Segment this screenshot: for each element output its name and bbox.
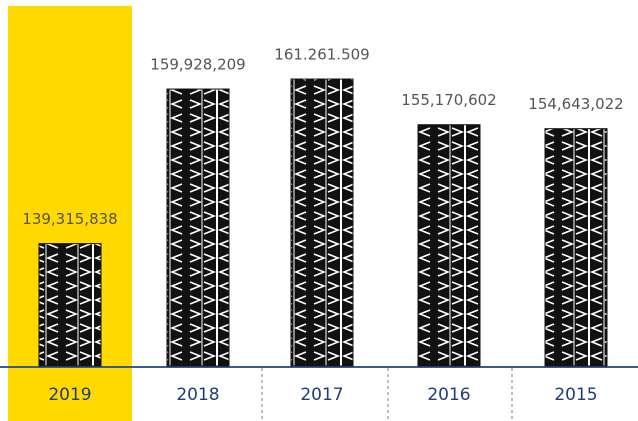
value-label: 155,170,602 xyxy=(401,91,496,109)
x-tick-label: 2016 xyxy=(427,385,470,405)
bar xyxy=(290,78,354,367)
x-tick-label: 2015 xyxy=(554,385,597,405)
bar xyxy=(417,124,481,367)
bar xyxy=(166,88,230,367)
value-label: 139,315,838 xyxy=(22,210,117,228)
bar xyxy=(544,128,608,367)
value-label: 154,643,022 xyxy=(528,95,623,113)
bar xyxy=(38,243,102,367)
value-label: 159,928,209 xyxy=(150,56,245,74)
value-label: 161.261.509 xyxy=(274,46,369,64)
x-tick-label: 2019 xyxy=(48,385,91,405)
x-tick-label: 2017 xyxy=(300,385,343,405)
x-tick-label: 2018 xyxy=(176,385,219,405)
